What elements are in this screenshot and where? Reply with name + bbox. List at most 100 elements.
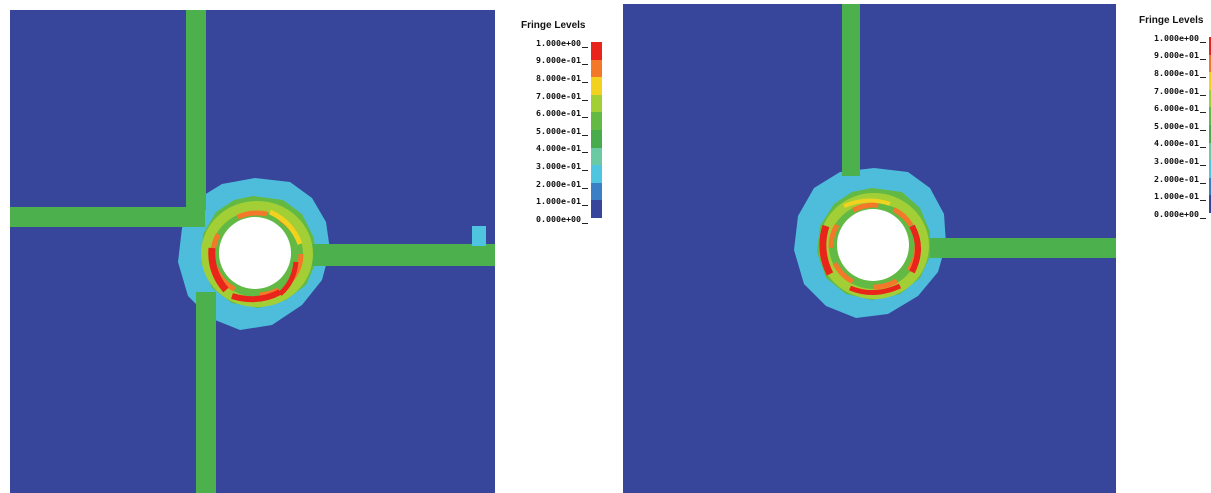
- legend-row: 6.000e-01: [519, 104, 615, 130]
- legend-color-swatch: [1209, 89, 1211, 108]
- legend-tick: [1200, 59, 1206, 61]
- legend-color-swatch: [1209, 107, 1211, 125]
- right-legend-rows: 1.000e+00 9.000e-01 8.000e-01 7.000e-01 6.00…: [1137, 29, 1211, 223]
- legend-row: 7.000e-01: [519, 87, 615, 113]
- right-fringe-panel: Fringe Levels 1.000e+00 9.000e-01 8.000e-0…: [612, 0, 1211, 493]
- legend-level-label: 3.000e-01: [536, 160, 581, 171]
- legend-tick: [1200, 41, 1206, 43]
- legend-tick: [582, 205, 588, 207]
- legend-title: Fringe Levels: [1139, 15, 1204, 26]
- legend-row: 1.000e+00: [519, 34, 615, 60]
- right-stress-ring: [819, 193, 929, 299]
- legend-color-swatch: [591, 182, 602, 201]
- legend-color-swatch: [591, 200, 602, 218]
- legend-tick: [1200, 217, 1206, 219]
- legend-color-swatch: [1209, 177, 1211, 196]
- legend-tick: [582, 64, 588, 66]
- right-legend: Fringe Levels 1.000e+00 9.000e-01 8.000e-0…: [1137, 13, 1211, 223]
- legend-row: 2.000e-01: [519, 175, 615, 201]
- legend-color-swatch: [1209, 54, 1211, 73]
- legend-level-label: 4.000e-01: [1154, 138, 1199, 149]
- legend-level-label: 7.000e-01: [536, 90, 581, 101]
- legend-row: 5.000e-01: [1137, 117, 1211, 143]
- legend-color-swatch: [591, 165, 602, 183]
- legend-color-swatch: [591, 147, 602, 166]
- legend-level-label: 3.000e-01: [1154, 155, 1199, 166]
- legend-row: 4.000e-01: [519, 140, 615, 166]
- legend-color-swatch: [591, 112, 602, 130]
- legend-color-swatch: [591, 77, 602, 95]
- legend-color-swatch: [1209, 124, 1211, 143]
- legend-tick: [582, 169, 588, 171]
- legend-row: 9.000e-01: [519, 52, 615, 78]
- legend-level-label: 6.000e-01: [1154, 103, 1199, 114]
- legend-color-swatch: [1209, 142, 1211, 161]
- left-stress-ring: [201, 201, 313, 307]
- right-fiber-vertical-top: [842, 4, 860, 176]
- legend-tick: [1200, 129, 1206, 131]
- legend-level-label: 9.000e-01: [1154, 50, 1199, 61]
- legend-row: 8.000e-01: [1137, 64, 1211, 90]
- legend-level-label: 1.000e-01: [536, 196, 581, 207]
- left-fiber-vertical-top: [186, 10, 206, 210]
- legend-tick: [1200, 76, 1206, 78]
- legend-row: 8.000e-01: [519, 69, 615, 95]
- legend-tick: [1200, 112, 1206, 114]
- legend-color-swatch: [591, 42, 602, 60]
- legend-row: 3.000e-01: [1137, 152, 1211, 178]
- right-contour-plot: [623, 4, 1116, 493]
- legend-level-label: 2.000e-01: [1154, 173, 1199, 184]
- right-fiber-horizontal-right: [930, 238, 1116, 258]
- legend-color-swatch: [1209, 37, 1211, 55]
- legend-row: 9.000e-01: [1137, 47, 1211, 73]
- legend-color-swatch: [591, 129, 602, 148]
- legend-color-swatch: [1209, 160, 1211, 178]
- legend-color-swatch: [1209, 195, 1211, 213]
- legend-tick: [582, 81, 588, 83]
- legend-level-label: 1.000e+00: [536, 37, 581, 48]
- legend-row: 4.000e-01: [1137, 135, 1211, 161]
- left-fiber-horizontal-left: [10, 207, 205, 227]
- legend-level-label: 0.000e+00: [536, 213, 581, 224]
- legend-tick: [582, 187, 588, 189]
- left-fringe-panel: Fringe Levels 1.000e+00 9.000e-01 8.000e-0…: [10, 10, 615, 493]
- legend-title: Fringe Levels: [521, 20, 586, 31]
- legend-level-label: 5.000e-01: [1154, 120, 1199, 131]
- legend-level-label: 7.000e-01: [1154, 85, 1199, 96]
- legend-level-label: 1.000e+00: [1154, 32, 1199, 43]
- legend-tick: [582, 117, 588, 119]
- legend-tick: [1200, 200, 1206, 202]
- legend-row: 0.000e+00: [519, 210, 615, 228]
- legend-level-label: 6.000e-01: [536, 108, 581, 119]
- left-fiber-vertical-bottom: [196, 292, 216, 493]
- legend-row: 1.000e-01: [1137, 187, 1211, 213]
- legend-level-label: 4.000e-01: [536, 143, 581, 154]
- legend-tick: [1200, 147, 1206, 149]
- legend-color-swatch: [1209, 72, 1211, 90]
- legend-level-label: 8.000e-01: [536, 72, 581, 83]
- legend-row: 3.000e-01: [519, 157, 615, 183]
- legend-tick: [1200, 182, 1206, 184]
- legend-color-swatch: [591, 94, 602, 113]
- legend-level-label: 8.000e-01: [1154, 67, 1199, 78]
- legend-level-label: 5.000e-01: [536, 125, 581, 136]
- left-legend: Fringe Levels 1.000e+00 9.000e-01 8.000e-0…: [519, 18, 615, 228]
- legend-row: 1.000e-01: [519, 192, 615, 218]
- legend-row: 6.000e-01: [1137, 99, 1211, 125]
- legend-row: 2.000e-01: [1137, 170, 1211, 196]
- legend-color-swatch: [591, 59, 602, 78]
- left-contour-plot: [10, 10, 495, 493]
- legend-tick: [582, 222, 588, 224]
- legend-level-label: 0.000e+00: [1154, 208, 1199, 219]
- legend-level-label: 1.000e-01: [1154, 191, 1199, 202]
- left-hole: [219, 217, 291, 289]
- legend-tick: [582, 46, 588, 48]
- legend-tick: [582, 134, 588, 136]
- legend-tick: [582, 152, 588, 154]
- legend-row: 7.000e-01: [1137, 82, 1211, 108]
- legend-row: 1.000e+00: [1137, 29, 1211, 55]
- legend-level-label: 9.000e-01: [536, 55, 581, 66]
- legend-tick: [1200, 94, 1206, 96]
- legend-row: 0.000e+00: [1137, 205, 1211, 223]
- right-hole: [837, 209, 909, 281]
